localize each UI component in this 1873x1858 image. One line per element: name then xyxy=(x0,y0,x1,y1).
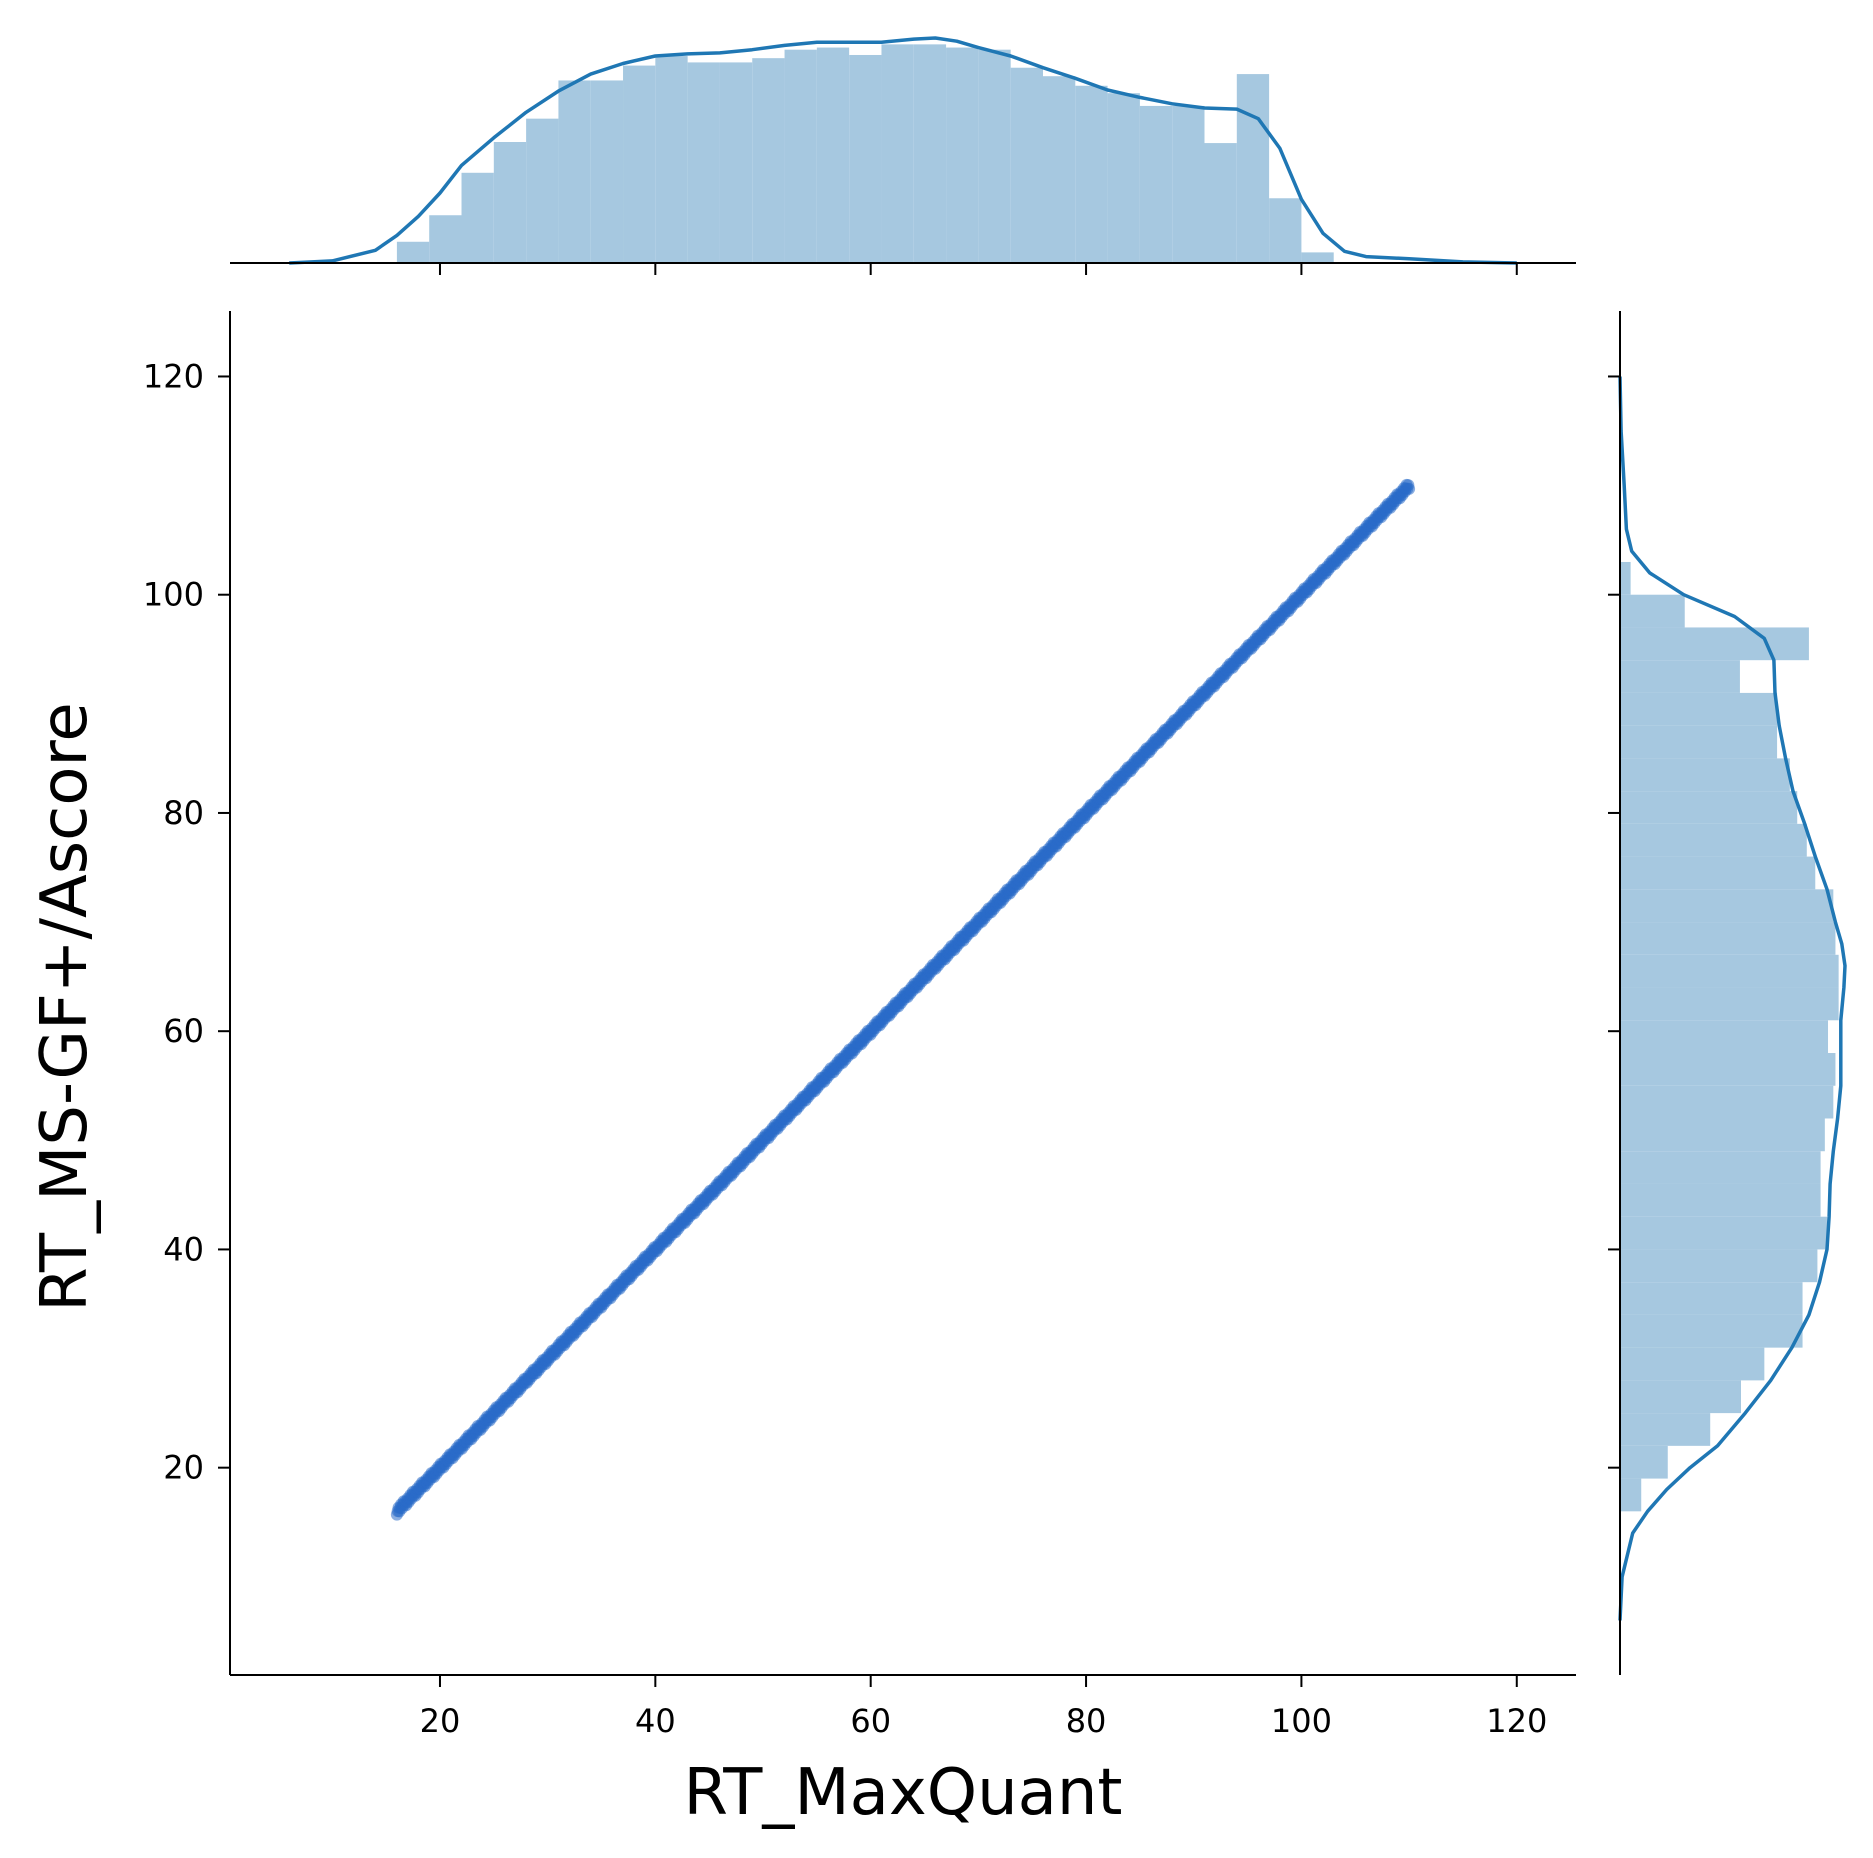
y-tick-label: 120 xyxy=(143,357,204,395)
histogram-bar-x xyxy=(1042,76,1076,263)
x-tick-label: 40 xyxy=(635,1702,676,1740)
histogram-bar-y xyxy=(1620,561,1631,595)
y-tick-label: 100 xyxy=(143,576,204,614)
histogram-bar-x xyxy=(655,56,688,264)
x-tick-label: 100 xyxy=(1271,1702,1332,1740)
axes: 20 40 60 80 100 120 20 40 60 80 100 120 xyxy=(143,262,1621,1740)
histogram-bar-y xyxy=(1620,1151,1821,1184)
histogram-bar-x xyxy=(526,118,559,264)
histogram-bar-y xyxy=(1620,1380,1741,1414)
histogram-bar-x xyxy=(1236,74,1270,264)
y-tick-label: 60 xyxy=(163,1012,204,1050)
histogram-bar-x xyxy=(1107,93,1140,263)
histogram-bar-x xyxy=(1204,143,1237,263)
histogram-bar-y xyxy=(1620,954,1839,988)
histogram-bar-y xyxy=(1620,1020,1829,1054)
histogram-bar-x xyxy=(1010,67,1043,263)
histogram-bar-x xyxy=(816,47,850,264)
main-scatter-panel xyxy=(390,478,1416,1521)
x-tick-label: 20 xyxy=(420,1702,461,1740)
histogram-bar-y xyxy=(1620,1445,1668,1479)
histogram-bar-x xyxy=(1172,105,1205,263)
x-tick-label: 60 xyxy=(850,1702,891,1740)
histogram-bar-y xyxy=(1620,856,1816,890)
histogram-bar-y xyxy=(1620,889,1834,923)
histogram-bar-x xyxy=(429,215,462,263)
histogram-bar-x xyxy=(719,62,753,264)
histogram-bar-y xyxy=(1620,1314,1803,1348)
histogram-bar-x xyxy=(752,58,785,263)
histogram-bar-y xyxy=(1620,692,1778,726)
histogram-bar-x xyxy=(558,80,591,264)
histogram-bar-x xyxy=(913,44,947,264)
histogram-bar-x xyxy=(590,80,624,264)
x-tick-label: 80 xyxy=(1066,1702,1107,1740)
histogram-bar-x xyxy=(687,62,720,264)
histogram-bar-x xyxy=(396,241,430,263)
x-axis-title: RT_MaxQuant xyxy=(683,1756,1122,1830)
histogram-bar-y xyxy=(1620,987,1839,1021)
histogram-bar-y xyxy=(1620,1183,1821,1217)
kde-line-y xyxy=(1618,376,1847,1621)
histogram-bar-y xyxy=(1620,1413,1711,1446)
histogram-bar-y xyxy=(1620,1249,1818,1283)
histogram-bar-y xyxy=(1620,1085,1834,1119)
scatter-point xyxy=(1403,482,1416,495)
histogram-bar-y xyxy=(1620,1053,1836,1086)
histogram-bar-x xyxy=(849,54,882,263)
histogram-bar-x xyxy=(946,47,979,264)
histogram-bar-y xyxy=(1620,791,1798,824)
histogram-bar-x xyxy=(978,49,1011,263)
histogram-bar-y xyxy=(1620,660,1740,693)
histogram-bar-y xyxy=(1620,1282,1803,1315)
histogram-bar-x xyxy=(623,65,656,264)
histogram-bar-x xyxy=(493,142,527,263)
histogram-bar-y xyxy=(1620,922,1836,955)
histogram-bar-y xyxy=(1620,1347,1765,1381)
histogram-bar-x xyxy=(881,44,914,264)
histogram-bar-y xyxy=(1620,823,1807,857)
histogram-bar-y xyxy=(1620,758,1790,792)
histogram-bar-y xyxy=(1620,1478,1642,1512)
histogram-bar-x xyxy=(784,49,817,263)
marginal-x-panel xyxy=(289,36,1517,265)
y-tick-label: 40 xyxy=(163,1230,204,1268)
histogram-bar-x xyxy=(1269,198,1302,263)
histogram-bar-x xyxy=(1139,105,1173,263)
y-axis-title: RT_MS-GF+/Ascore xyxy=(28,702,102,1312)
histogram-bar-x xyxy=(1075,85,1108,264)
histogram-bar-y xyxy=(1620,627,1809,661)
scatter-points xyxy=(390,478,1416,1521)
marginal-y-panel xyxy=(1618,376,1847,1621)
histogram-bar-x xyxy=(461,172,494,263)
kde-line-x xyxy=(289,36,1517,265)
x-tick-label: 120 xyxy=(1486,1702,1547,1740)
histogram-bar-y xyxy=(1620,1216,1827,1250)
histogram-bar-x xyxy=(1301,252,1334,263)
y-tick-label: 20 xyxy=(163,1449,204,1487)
histogram-bar-y xyxy=(1620,1118,1825,1152)
y-tick-label: 80 xyxy=(163,794,204,832)
histogram-bar-y xyxy=(1620,725,1778,759)
histogram-bar-y xyxy=(1620,594,1685,628)
